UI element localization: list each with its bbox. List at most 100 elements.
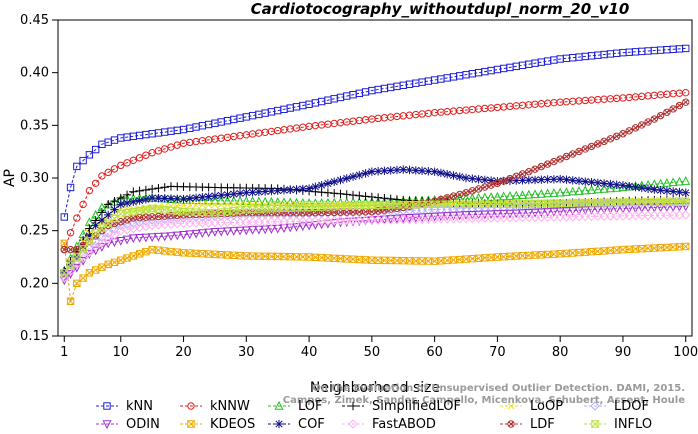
series-knnw — [60, 88, 690, 254]
point-cof — [625, 182, 634, 191]
point-cof — [436, 168, 446, 178]
point-ldf — [638, 121, 646, 129]
legend-item-lof: LOF — [268, 399, 323, 414]
point-cof — [361, 169, 370, 178]
point-simplifiedlof — [361, 192, 370, 201]
point-cof — [97, 215, 107, 225]
point-kdeos — [594, 247, 602, 256]
point-fastabod — [674, 210, 685, 220]
point-fastabod — [367, 215, 377, 225]
point-fastabod — [272, 217, 283, 227]
point-odin — [492, 210, 502, 219]
point-knnw — [142, 151, 150, 159]
point-kdeos — [142, 248, 150, 256]
point-odin — [524, 209, 534, 218]
point-ldf — [606, 135, 615, 143]
point-cof — [587, 178, 596, 187]
point-odin — [135, 233, 145, 243]
point-fastabod — [373, 215, 383, 225]
point-cof — [555, 174, 565, 184]
point-odin — [147, 233, 157, 243]
point-lof — [580, 185, 590, 195]
point-simplifiedlof — [122, 190, 132, 200]
legend-swatch-marker — [274, 419, 284, 429]
point-kdeos — [110, 258, 119, 266]
point-ldf — [123, 216, 131, 224]
point-cof — [606, 179, 615, 189]
point-odin — [637, 204, 647, 214]
point-fastabod — [329, 216, 339, 226]
point-fastabod — [580, 211, 590, 222]
point-cof — [574, 176, 584, 186]
point-odin — [555, 207, 565, 217]
point-knnw — [104, 168, 112, 177]
legend-item-ldf: LDF — [500, 417, 555, 432]
point-simplifiedlof — [329, 189, 339, 198]
series-line-fastabod — [63, 214, 686, 279]
legend-item-inflo: INFLO — [584, 417, 652, 432]
point-kdeos — [299, 253, 307, 261]
point-ldf — [537, 163, 546, 171]
point-simplifiedlof — [110, 196, 119, 206]
point-odin — [467, 210, 477, 220]
y-axis-title: AP — [2, 169, 18, 187]
point-lof — [612, 182, 622, 192]
point-kdeos — [66, 297, 75, 305]
point-cof — [486, 176, 496, 185]
point-ldf — [117, 218, 125, 226]
point-inflo — [116, 210, 126, 218]
point-cof — [173, 194, 182, 204]
point-fastabod — [436, 214, 446, 224]
y-tick-label: 0.20 — [20, 276, 49, 291]
point-simplifiedlof — [392, 195, 402, 204]
point-fastabod — [486, 213, 496, 223]
point-cof — [273, 186, 282, 195]
point-cof — [348, 172, 358, 181]
point-cof — [599, 179, 609, 188]
point-ldf — [669, 105, 677, 113]
point-ldf — [644, 118, 652, 126]
point-fastabod — [637, 210, 647, 221]
point-odin — [298, 222, 308, 232]
point-cof — [229, 189, 238, 199]
point-odin — [543, 208, 553, 217]
point-fastabod — [210, 218, 220, 228]
point-cof — [518, 176, 527, 185]
point-kdeos — [104, 260, 112, 269]
point-fastabod — [593, 211, 603, 222]
point-ldf — [650, 115, 659, 123]
point-cof — [129, 197, 138, 207]
point-fastabod — [59, 273, 69, 283]
point-fastabod — [517, 212, 528, 223]
point-ldf — [217, 209, 225, 218]
legend-item-kdeos: KDEOS — [180, 417, 255, 432]
point-cof — [336, 175, 345, 185]
y-tick-label: 0.25 — [20, 224, 49, 239]
series-inflo — [59, 198, 691, 277]
point-lof — [549, 188, 559, 197]
point-cof — [85, 231, 94, 241]
point-cof — [668, 187, 678, 196]
point-fastabod — [574, 211, 584, 222]
point-kdeos — [98, 263, 106, 271]
point-ldof — [103, 228, 113, 239]
point-kdeos — [569, 249, 577, 257]
point-fastabod — [530, 212, 540, 223]
point-cof — [304, 184, 314, 193]
point-cof — [217, 191, 226, 200]
point-inflo — [84, 237, 94, 245]
point-inflo — [78, 245, 88, 253]
point-cof — [298, 184, 308, 194]
point-kdeos — [129, 252, 138, 260]
point-cof — [104, 210, 113, 220]
point-kdeos — [349, 255, 357, 263]
point-fastabod — [316, 216, 327, 226]
point-ldf — [531, 165, 539, 173]
point-knn — [110, 136, 119, 144]
point-fastabod — [266, 217, 277, 227]
point-fastabod — [492, 213, 503, 223]
point-cof — [329, 177, 339, 186]
point-fastabod — [279, 216, 289, 227]
point-loop — [205, 201, 213, 209]
point-knnw — [110, 165, 119, 173]
